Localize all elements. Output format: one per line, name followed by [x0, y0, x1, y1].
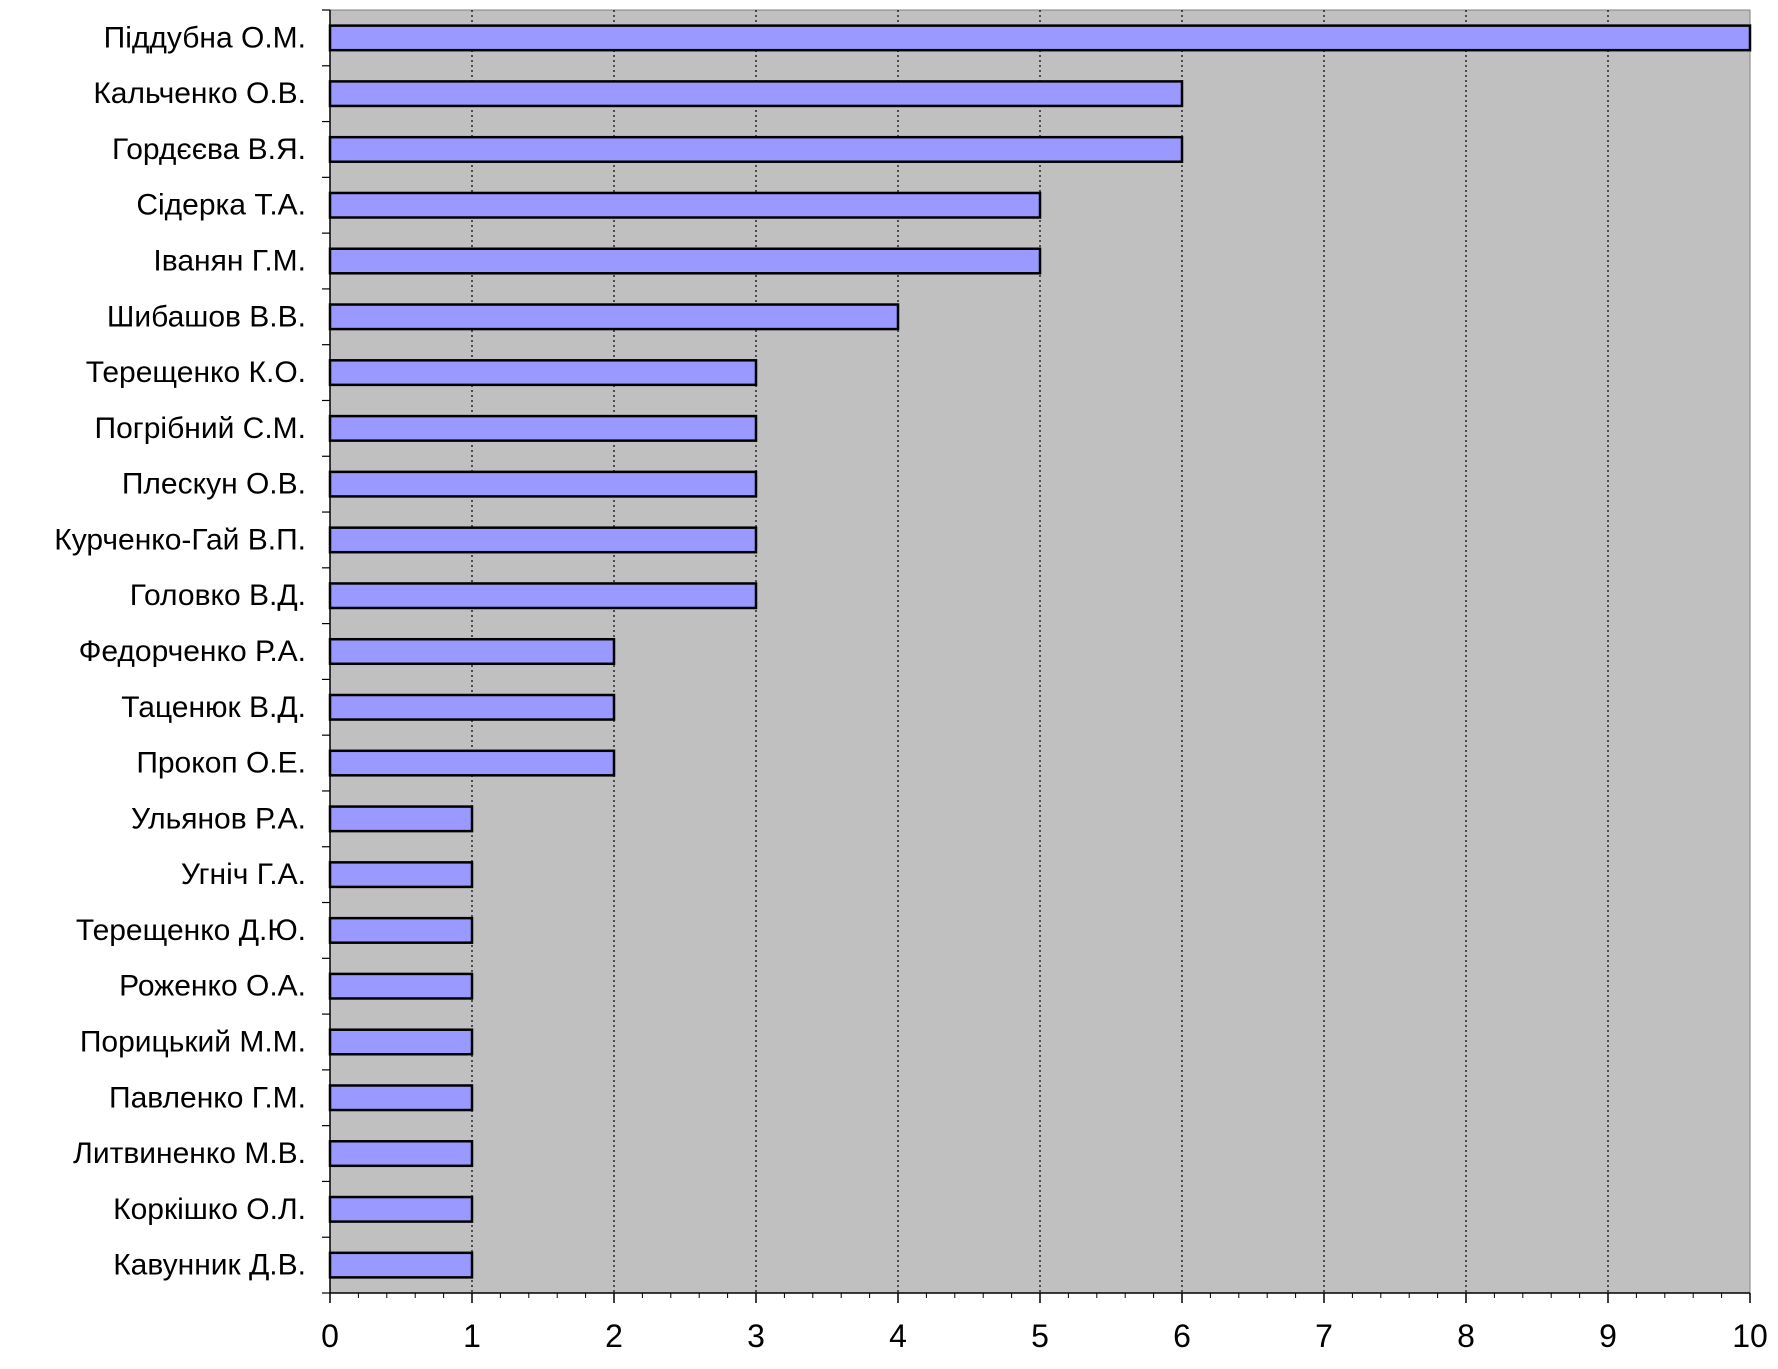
category-label-21: Литвиненко М.В. [73, 1137, 306, 1170]
x-tick-label-3: 3 [747, 1318, 765, 1354]
category-label-18: Роженко О.А. [119, 970, 306, 1003]
x-tick-label-8: 8 [1457, 1318, 1475, 1354]
category-label-8: Погрібний С.М. [95, 412, 306, 445]
category-label-9: Плескун О.В. [122, 468, 306, 501]
category-label-3: Гордєєва В.Я. [112, 133, 306, 166]
category-label-5: Іванян Г.М. [153, 245, 306, 278]
category-label-7: Терещенко К.О. [86, 356, 306, 389]
bar-20 [328, 1084, 474, 1112]
x-tick-label-10: 10 [1732, 1318, 1768, 1354]
category-label-6: Шибашов В.В. [107, 300, 306, 333]
bar-19 [328, 1028, 474, 1056]
category-labels: Піддубна О.М. Кальченко О.В. Гордєєва В.Я.… [54, 21, 306, 1281]
x-tick-labels: 0 1 2 3 4 5 6 7 8 9 10 [321, 1318, 1768, 1354]
bar-22 [328, 1195, 474, 1223]
x-tick-label-2: 2 [605, 1318, 623, 1354]
bar-10 [328, 526, 758, 554]
x-tick-label-9: 9 [1599, 1318, 1617, 1354]
bar-16 [328, 861, 474, 889]
category-label-1: Піддубна О.М. [104, 21, 306, 54]
category-label-19: Порицький М.М. [80, 1025, 306, 1058]
x-tick-label-6: 6 [1173, 1318, 1191, 1354]
bar-2 [328, 80, 1184, 108]
bar-12 [328, 637, 616, 666]
category-label-20: Павленко Г.М. [109, 1081, 306, 1114]
bar-1 [328, 24, 1752, 52]
bar-3 [328, 135, 1184, 163]
bar-8 [328, 414, 758, 442]
x-tick-label-0: 0 [321, 1318, 339, 1354]
category-label-14: Прокоп О.Е. [136, 747, 306, 780]
category-label-10: Курченко-Гай В.П. [54, 523, 306, 556]
bar-18 [328, 972, 474, 1000]
category-label-13: Таценюк В.Д. [121, 691, 306, 724]
x-tick-label-1: 1 [463, 1318, 481, 1354]
axes [322, 9, 1751, 1303]
x-tick-label-4: 4 [889, 1318, 907, 1354]
category-label-22: Коркішко О.Л. [113, 1193, 306, 1226]
bar-13 [328, 693, 616, 721]
x-tick-label-5: 5 [1031, 1318, 1049, 1354]
category-label-23: Кавунник Д.В. [113, 1249, 306, 1282]
category-label-4: Сідерка Т.А. [136, 189, 306, 222]
bar-7 [328, 359, 758, 387]
category-label-12: Федорченко Р.А. [79, 635, 306, 668]
bar-15 [328, 805, 474, 833]
category-label-2: Кальченко О.В. [93, 77, 306, 110]
bar-9 [328, 470, 758, 498]
bar-11 [328, 582, 758, 610]
bar-23 [328, 1251, 474, 1279]
bar-21 [328, 1140, 474, 1168]
category-label-16: Угніч Г.А. [181, 858, 306, 891]
bar-4 [328, 191, 1042, 219]
category-label-17: Терещенко Д.Ю. [76, 914, 306, 947]
bar-5 [328, 247, 1042, 275]
category-label-11: Головко В.Д. [130, 579, 306, 612]
category-label-15: Ульянов Р.А. [131, 802, 306, 835]
bar-17 [328, 916, 474, 944]
bar-14 [328, 749, 616, 777]
bars [328, 24, 1752, 1279]
bar-6 [328, 303, 900, 331]
x-tick-label-7: 7 [1315, 1318, 1333, 1354]
